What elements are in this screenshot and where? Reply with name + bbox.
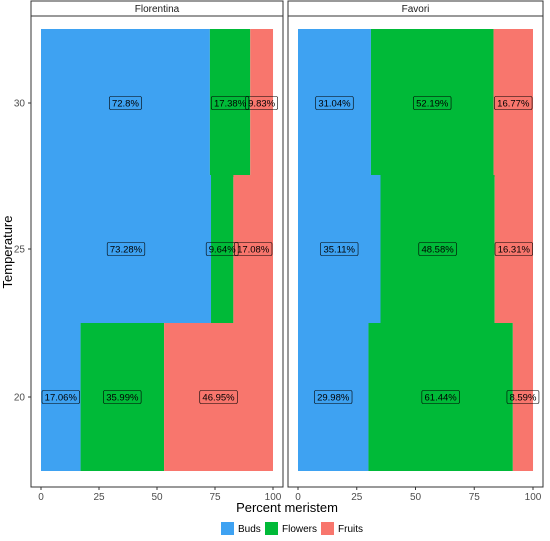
data-label-box <box>109 96 142 110</box>
y-axis-title: Temperature <box>0 216 15 289</box>
data-label: 17.38% <box>214 99 247 110</box>
y-tick-label: 20 <box>14 393 26 404</box>
data-label: 16.31% <box>498 245 531 256</box>
legend-label-buds: Buds <box>238 524 261 535</box>
data-label: 48.58% <box>421 245 454 256</box>
legend-label-flowers: Flowers <box>282 524 317 535</box>
data-label-box <box>418 242 457 256</box>
data-label: 35.11% <box>323 245 355 256</box>
x-axis: 0 25 50 75 100 0 25 50 75 100 <box>38 487 542 503</box>
data-label-box <box>315 96 354 110</box>
x-tick-label: 75 <box>209 492 221 503</box>
data-label-box <box>41 390 80 404</box>
data-label: 73.28% <box>110 245 143 256</box>
legend-key-buds <box>221 522 234 535</box>
data-label-box <box>106 242 146 256</box>
data-label-box <box>245 96 278 110</box>
legend: Buds Flowers Fruits <box>221 522 363 535</box>
legend-key-flowers <box>265 522 278 535</box>
y-tick-label: 25 <box>14 245 26 256</box>
bar-fruits-20 <box>164 323 273 471</box>
data-label: 16.77% <box>497 99 530 110</box>
data-label-box <box>494 96 533 110</box>
data-label: 35.99% <box>106 393 139 404</box>
data-label: 46.95% <box>202 393 235 404</box>
bar-flowers-30 <box>370 29 494 177</box>
bar-buds-20 <box>298 323 369 471</box>
x-tick-label: 100 <box>265 492 282 503</box>
data-label: 17.08% <box>237 245 270 256</box>
data-label: 29.98% <box>317 393 350 404</box>
bar-fruits-30 <box>493 29 533 177</box>
data-label: 72.8% <box>112 99 139 110</box>
facet-panel-favori: Favori 31.04% 52.19% 16.77% 35.11% 48.58% 16.3… <box>287 0 544 488</box>
x-tick-label: 0 <box>295 492 301 503</box>
data-label-box <box>506 390 540 404</box>
x-tick-label: 100 <box>525 492 542 503</box>
bar-flowers-20 <box>80 323 165 471</box>
y-axis: 30 25 20 <box>14 99 31 404</box>
bar-flowers-20 <box>368 323 513 471</box>
x-tick-label: 50 <box>410 492 422 503</box>
data-label: 31.04% <box>318 99 351 110</box>
bar-buds-30 <box>41 29 210 177</box>
x-tick-label: 75 <box>469 492 481 503</box>
bar-buds-25 <box>298 175 381 323</box>
bar-buds-25 <box>41 175 212 323</box>
data-label-box <box>103 390 142 404</box>
bar-fruits-30 <box>250 29 274 177</box>
data-label: 8.59% <box>509 393 536 404</box>
y-tick-label: 30 <box>14 99 26 110</box>
data-label: 9.83% <box>248 99 275 110</box>
bar-flowers-25 <box>380 175 495 323</box>
data-label: 52.19% <box>416 99 449 110</box>
x-axis-title: Percent meristem <box>236 500 338 515</box>
data-label-box <box>199 390 238 404</box>
data-label-box <box>421 390 460 404</box>
bar-fruits-25 <box>233 175 273 323</box>
bar-flowers-25 <box>211 175 234 323</box>
facet-strip-label: Favori <box>402 4 430 15</box>
bar-fruits-25 <box>494 175 533 323</box>
facet-strip-label: Florentina <box>135 4 180 15</box>
data-label: 61.44% <box>425 393 458 404</box>
data-label-box <box>234 242 273 256</box>
legend-key-fruits <box>321 522 334 535</box>
bar-buds-20 <box>41 323 81 471</box>
bar-fruits-20 <box>512 323 534 471</box>
x-tick-label: 50 <box>151 492 163 503</box>
legend-label-fruits: Fruits <box>338 524 363 535</box>
x-tick-label: 0 <box>38 492 44 503</box>
bar-flowers-30 <box>209 29 251 177</box>
data-label-box <box>205 242 239 256</box>
data-label-box <box>494 242 533 256</box>
x-tick-label: 25 <box>93 492 105 503</box>
data-label-box <box>210 96 250 110</box>
data-label-box <box>413 96 452 110</box>
data-label: 9.64% <box>209 245 236 256</box>
data-label-box <box>314 390 353 404</box>
x-tick-label: 25 <box>351 492 363 503</box>
data-label-box <box>320 242 359 256</box>
data-label: 17.06% <box>45 393 78 404</box>
bar-buds-30 <box>298 29 371 177</box>
